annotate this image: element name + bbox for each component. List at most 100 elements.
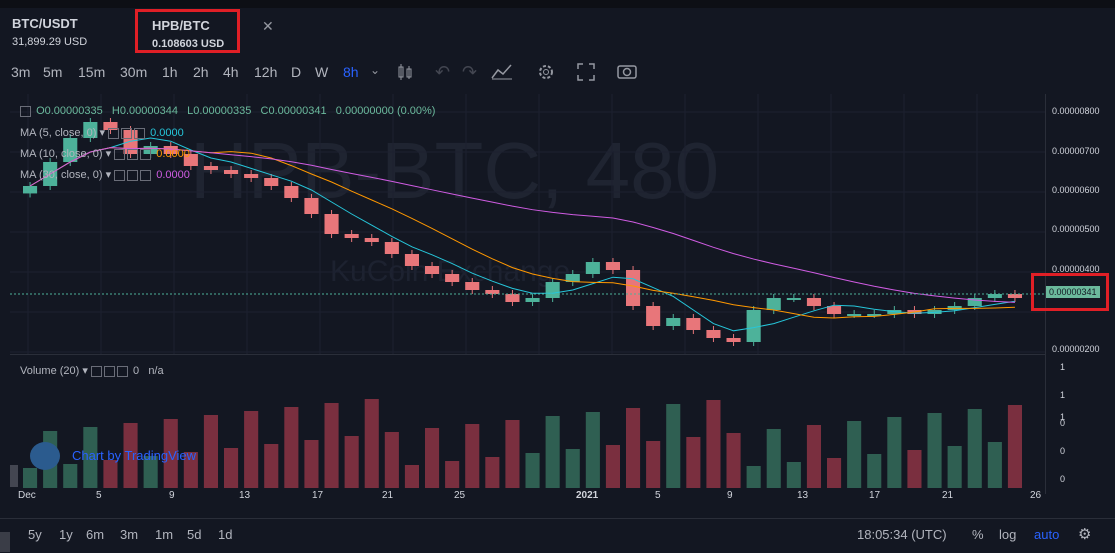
- volume-bar: [525, 453, 540, 488]
- range-1m[interactable]: 1m: [155, 527, 174, 542]
- range-1y[interactable]: 1y: [59, 527, 73, 542]
- price-tick: 0.00000200: [1052, 344, 1100, 354]
- candle: [425, 266, 440, 274]
- volume-bar: [324, 403, 339, 488]
- gear-icon[interactable]: [127, 169, 139, 181]
- gear-icon[interactable]: [103, 365, 115, 377]
- remove-icon[interactable]: [116, 365, 128, 377]
- remove-icon[interactable]: [140, 148, 152, 160]
- volume-bar: [244, 411, 259, 488]
- timeframe-30m[interactable]: 30m: [120, 64, 148, 80]
- tradingview-link[interactable]: Chart by TradingView: [72, 448, 197, 463]
- range-5d[interactable]: 5d: [187, 527, 202, 542]
- gear-icon[interactable]: ⚙: [1078, 526, 1092, 543]
- candle: [203, 166, 218, 170]
- collapse-legend-icon[interactable]: [20, 105, 31, 117]
- remove-icon[interactable]: [140, 169, 152, 181]
- volume-bar: [1007, 405, 1022, 488]
- timeframe-d[interactable]: D: [291, 64, 302, 80]
- volume-bar: [103, 460, 118, 488]
- chevron-down-icon[interactable]: ⌄: [370, 63, 381, 77]
- volume-chart[interactable]: [10, 356, 1045, 488]
- timeframe-15m[interactable]: 15m: [78, 64, 106, 80]
- eye-icon[interactable]: [114, 148, 126, 160]
- candle: [847, 314, 862, 316]
- volume-extra: n/a: [148, 365, 164, 377]
- settings-icon[interactable]: [536, 62, 556, 82]
- tab-btc-usdt[interactable]: BTC/USDT 31,899.29 USD: [12, 8, 122, 56]
- timeframe-1h[interactable]: 1h: [162, 64, 178, 80]
- ma10-label: MA (10, close, 0): [20, 148, 103, 160]
- gear-icon[interactable]: [121, 127, 133, 139]
- volume-legend[interactable]: Volume (20) ▾ 0 n/a: [20, 365, 164, 377]
- tab-hpb-btc[interactable]: HPB/BTC 0.108603 USD: [135, 9, 240, 53]
- percent-toggle[interactable]: %: [972, 527, 984, 542]
- candle: [304, 198, 319, 214]
- auto-toggle[interactable]: auto: [1034, 527, 1060, 542]
- remove-icon[interactable]: [134, 127, 146, 139]
- candle: [786, 298, 801, 300]
- price-tick: 0.00000600: [1052, 185, 1100, 195]
- range-3m[interactable]: 3m: [120, 527, 139, 542]
- volume-bar: [585, 412, 600, 488]
- volume-bar: [867, 454, 882, 488]
- price-axis[interactable]: 0.00000800 0.00000700 0.00000600 0.00000…: [1045, 94, 1115, 494]
- clock-time[interactable]: 18:05:34 (UTC): [857, 527, 947, 542]
- timeframe-12h[interactable]: 12h: [254, 64, 278, 80]
- eye-icon[interactable]: [114, 169, 126, 181]
- pane-separator[interactable]: [10, 354, 1045, 355]
- scroll-handle[interactable]: [10, 465, 18, 487]
- timeframe-4h[interactable]: 4h: [223, 64, 239, 80]
- volume-tick: 0: [1060, 446, 1066, 456]
- time-tick: 13: [797, 490, 809, 501]
- ma5-legend[interactable]: MA (5, close, 0) ▾ 0.0000: [20, 127, 184, 139]
- volume-bar: [163, 419, 178, 488]
- sidebar-toggle[interactable]: [0, 532, 10, 552]
- timeframe-3m[interactable]: 3m: [11, 64, 31, 80]
- timeframe-w[interactable]: W: [315, 64, 329, 80]
- price-chart[interactable]: [10, 94, 1045, 354]
- price-tick: 0.00000800: [1052, 106, 1100, 116]
- candle: [686, 318, 701, 330]
- candle: [284, 186, 299, 198]
- eye-icon[interactable]: [108, 127, 120, 139]
- legend-open: O0.00000335: [36, 105, 103, 117]
- candle: [163, 146, 178, 154]
- candle: [967, 298, 982, 306]
- close-tab-icon[interactable]: ✕: [262, 18, 274, 34]
- volume-bar: [827, 458, 842, 488]
- redo-icon[interactable]: ↷: [462, 62, 478, 82]
- legend-change: 0.00000000 (0.00%): [335, 105, 436, 117]
- timeframe-5m[interactable]: 5m: [43, 64, 63, 80]
- ma10-legend[interactable]: MA (10, close, 0) ▾ 0.0000: [20, 148, 190, 160]
- time-tick: 17: [869, 490, 881, 501]
- volume-bar: [907, 450, 922, 488]
- volume-bar: [646, 441, 661, 488]
- timeframe-8h[interactable]: 8h: [343, 64, 359, 80]
- undo-icon[interactable]: ↶: [435, 62, 451, 82]
- time-axis[interactable]: Dec 5 9 13 17 21 25 2021 5 9 13 17 21 26: [10, 490, 1045, 508]
- time-tick: 26: [1030, 490, 1042, 501]
- log-toggle[interactable]: log: [999, 527, 1017, 542]
- candles-icon[interactable]: [397, 63, 413, 81]
- range-5y[interactable]: 5y: [28, 527, 42, 542]
- ma30-legend[interactable]: MA (30, close, 0) ▾ 0.0000: [20, 169, 190, 181]
- timeframe-2h[interactable]: 2h: [193, 64, 209, 80]
- symbol-tabs: BTC/USDT 31,899.29 USD HPB/BTC 0.108603 …: [0, 8, 1115, 58]
- snapshot-icon[interactable]: [616, 62, 638, 80]
- range-6m[interactable]: 6m: [86, 527, 105, 542]
- gear-icon[interactable]: [127, 148, 139, 160]
- volume-bar: [183, 452, 198, 488]
- volume-bar: [545, 416, 560, 488]
- ohlc-legend: O0.00000335 H0.00000344 L0.00000335 C0.0…: [20, 105, 435, 117]
- volume-bar: [806, 425, 821, 488]
- range-1d[interactable]: 1d: [218, 527, 233, 542]
- tradingview-logo-icon[interactable]: [30, 442, 60, 470]
- fullscreen-icon[interactable]: [576, 62, 596, 82]
- top-strip: [0, 0, 1115, 8]
- volume-bar: [686, 437, 701, 488]
- time-tick: 5: [96, 490, 102, 501]
- candle: [465, 282, 480, 290]
- compare-icon[interactable]: [491, 62, 513, 80]
- eye-icon[interactable]: [90, 365, 102, 377]
